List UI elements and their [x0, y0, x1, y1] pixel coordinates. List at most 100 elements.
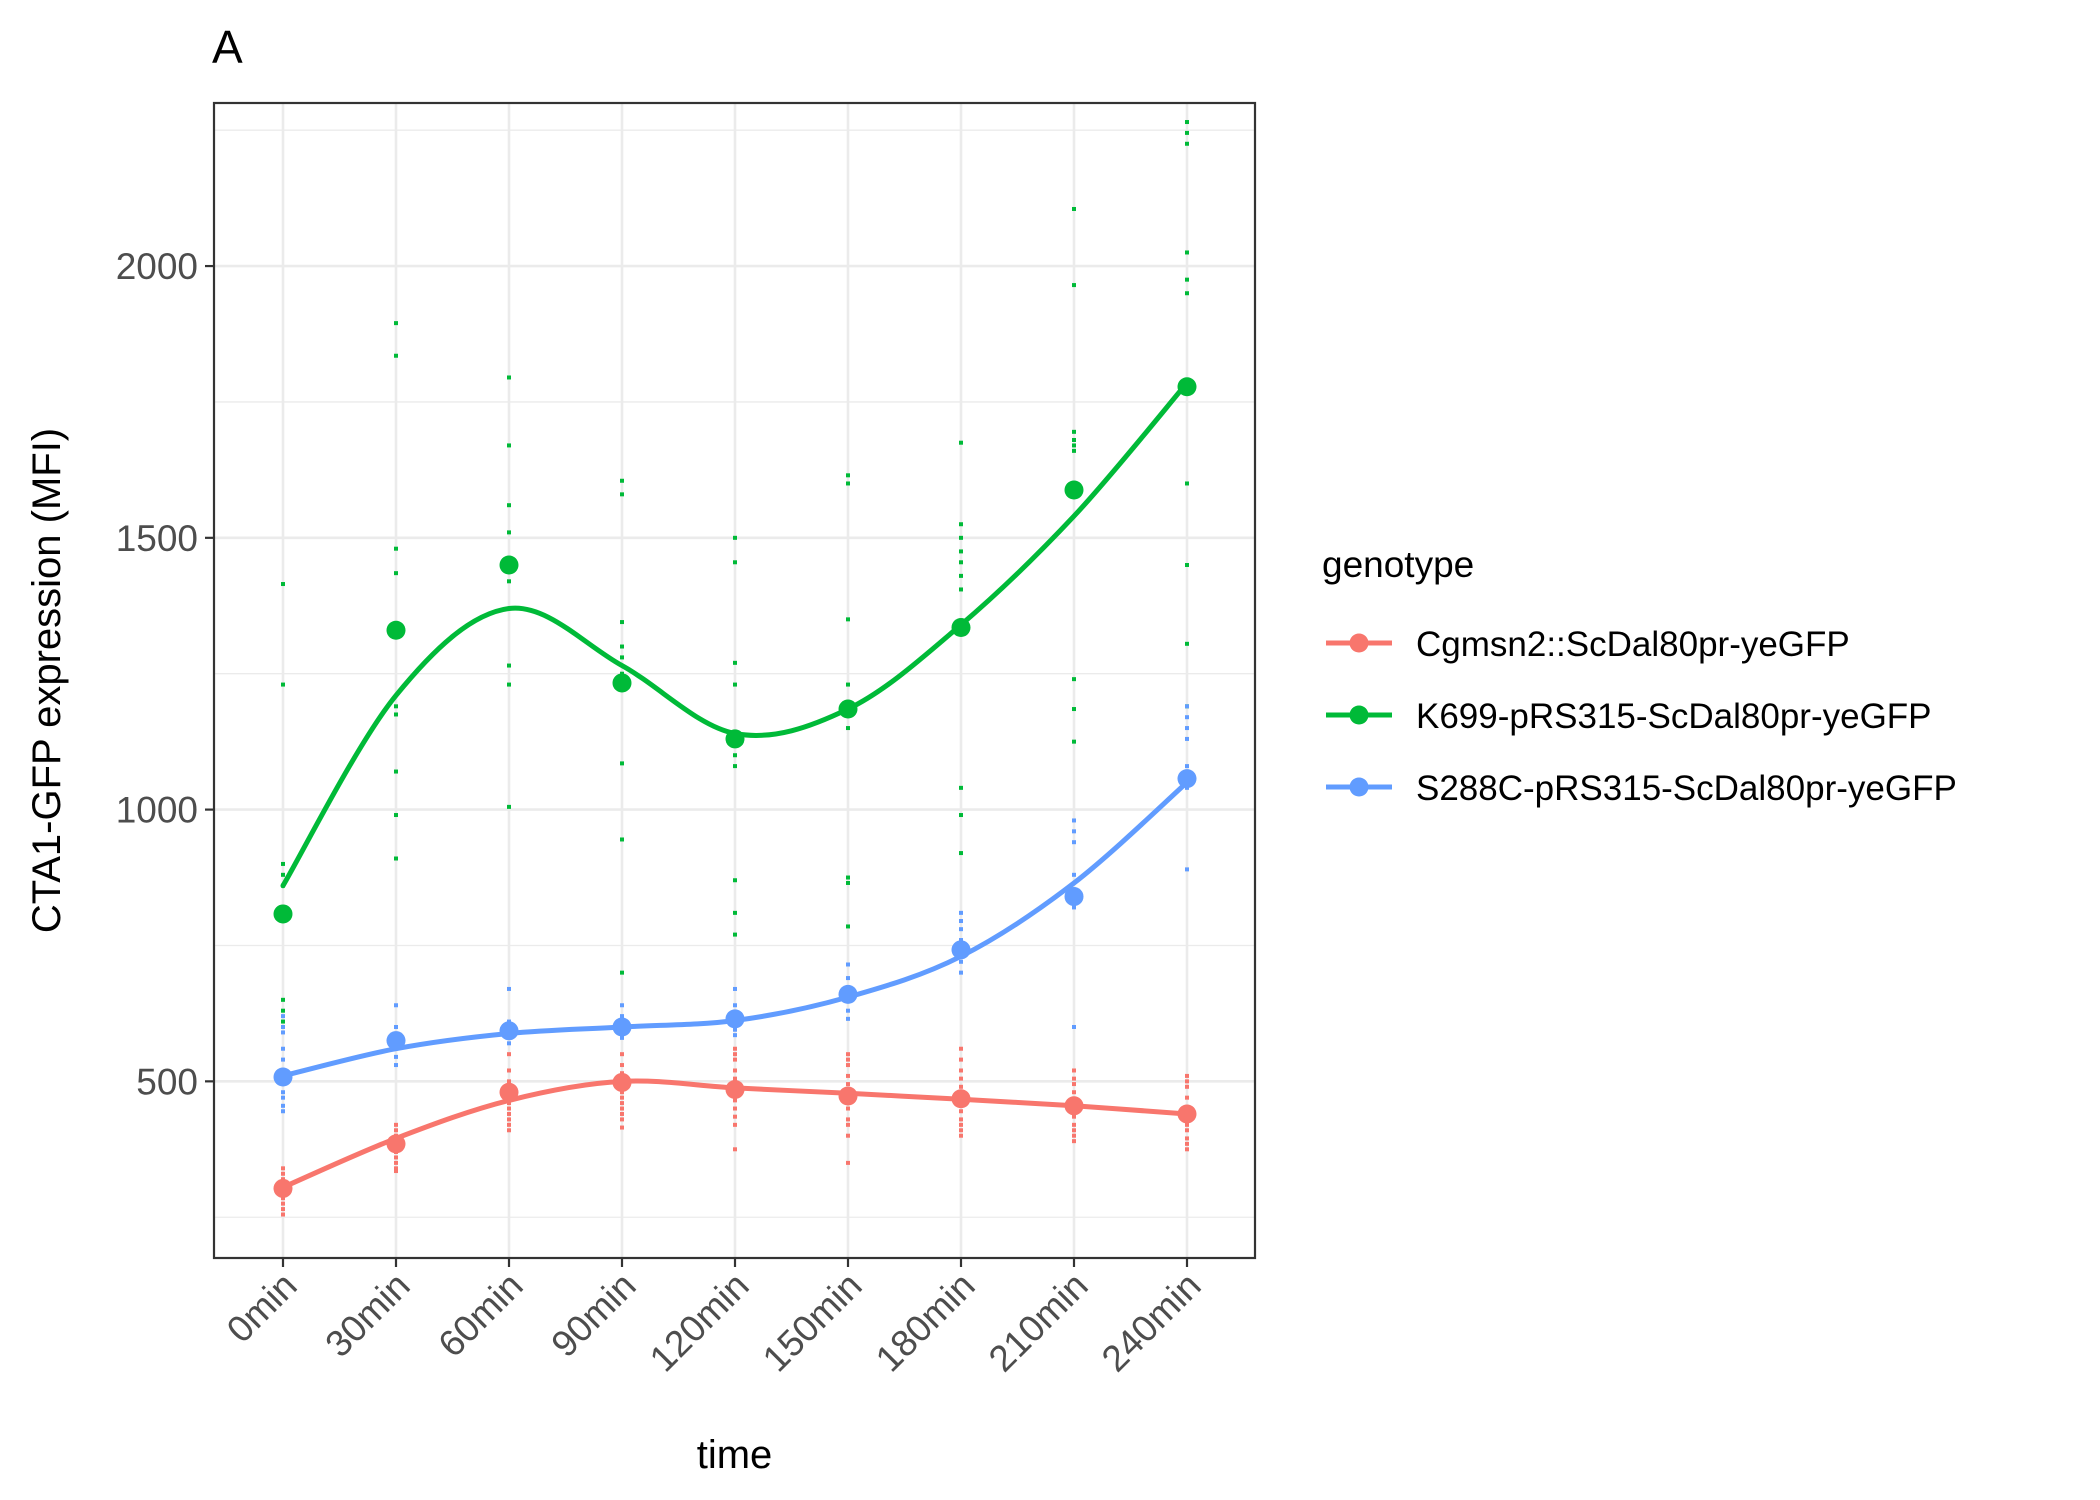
- replicate-point: [507, 1111, 511, 1116]
- mean-point: [612, 673, 632, 693]
- replicate-point: [620, 1035, 624, 1040]
- mean-point: [499, 1082, 519, 1102]
- replicate-point: [959, 851, 963, 856]
- replicate-point: [507, 986, 511, 991]
- replicate-point: [1072, 840, 1076, 845]
- replicate-point: [507, 1122, 511, 1127]
- replicate-point: [620, 1117, 624, 1122]
- y-tick-label: 2000: [116, 246, 198, 287]
- replicate-point: [281, 1008, 285, 1013]
- replicate-point: [959, 522, 963, 527]
- plot-area: [212, 101, 1257, 1260]
- replicate-point: [281, 1207, 285, 1212]
- replicate-point: [620, 1125, 624, 1130]
- replicate-point: [394, 1122, 398, 1127]
- replicate-point: [1185, 736, 1189, 741]
- legend-key-point: [1349, 705, 1369, 725]
- replicate-point: [959, 927, 963, 932]
- replicate-point: [1072, 448, 1076, 453]
- y-axis: 500 1000 1500 2000: [116, 246, 214, 1102]
- replicate-point: [733, 1057, 737, 1062]
- y-axis-title: CTA1-GFP expression (MFI): [25, 428, 69, 933]
- mean-point: [1177, 377, 1197, 397]
- replicate-point: [507, 1117, 511, 1122]
- legend-item: K699-pRS315-ScDal80pr-yeGFP: [1326, 697, 1932, 736]
- replicate-point: [959, 440, 963, 445]
- replicate-point: [846, 880, 850, 885]
- mean-point: [499, 555, 519, 575]
- replicate-point: [1072, 1076, 1076, 1081]
- replicate-point: [1185, 1122, 1189, 1127]
- replicate-point: [394, 1054, 398, 1059]
- replicate-point: [620, 1063, 624, 1068]
- replicate-point: [846, 875, 850, 880]
- replicate-point: [507, 1068, 511, 1073]
- replicate-point: [846, 481, 850, 486]
- replicate-point: [281, 1166, 285, 1171]
- replicate-point: [281, 1046, 285, 1051]
- replicate-point: [1185, 277, 1189, 282]
- replicate-point: [620, 1014, 624, 1019]
- legend-key-point: [1349, 633, 1369, 653]
- mean-point: [612, 1017, 632, 1037]
- replicate-point: [846, 1082, 850, 1087]
- replicate-point: [959, 1117, 963, 1122]
- replicate-point: [846, 1008, 850, 1013]
- replicate-point: [507, 503, 511, 508]
- replicate-point: [1185, 641, 1189, 646]
- replicate-point: [507, 443, 511, 448]
- replicate-point: [959, 573, 963, 578]
- replicate-point: [959, 560, 963, 565]
- mean-point: [1064, 887, 1084, 907]
- replicate-point: [1072, 1068, 1076, 1073]
- x-tick-label: 0min: [219, 1265, 305, 1351]
- replicate-point: [1185, 141, 1189, 146]
- replicate-point: [620, 478, 624, 483]
- replicate-point: [959, 938, 963, 943]
- replicate-point: [1072, 283, 1076, 288]
- mean-point: [1177, 1104, 1197, 1124]
- replicate-point: [959, 910, 963, 915]
- replicate-point: [281, 1014, 285, 1019]
- replicate-point: [1185, 1084, 1189, 1089]
- x-tick-label: 90min: [543, 1265, 643, 1365]
- replicate-point: [733, 753, 737, 758]
- replicate-point: [281, 1057, 285, 1062]
- replicate-point: [1072, 872, 1076, 877]
- legend-label: K699-pRS315-ScDal80pr-yeGFP: [1416, 697, 1932, 736]
- replicate-point: [1072, 1139, 1076, 1144]
- x-tick-label: 240min: [1094, 1265, 1209, 1380]
- replicate-point: [507, 1106, 511, 1111]
- panel-label: A: [212, 21, 243, 73]
- x-axis-title: time: [697, 1433, 773, 1477]
- replicate-point: [1185, 1136, 1189, 1141]
- replicate-point: [1185, 1147, 1189, 1152]
- replicate-point: [394, 1155, 398, 1160]
- replicate-point: [733, 878, 737, 883]
- replicate-point: [394, 353, 398, 358]
- replicate-point: [959, 1122, 963, 1127]
- replicate-point: [507, 1052, 511, 1057]
- replicate-point: [620, 644, 624, 649]
- replicate-point: [620, 1111, 624, 1116]
- mean-point: [951, 618, 971, 638]
- replicate-point: [1185, 1079, 1189, 1084]
- mean-point: [612, 1072, 632, 1092]
- replicate-point: [959, 1109, 963, 1114]
- replicate-point: [507, 375, 511, 380]
- replicate-point: [394, 1025, 398, 1029]
- mean-point: [725, 1009, 745, 1029]
- replicate-point: [733, 764, 737, 769]
- replicate-point: [733, 910, 737, 915]
- replicate-point: [507, 663, 511, 668]
- replicate-point: [507, 1041, 511, 1046]
- replicate-point: [733, 1098, 737, 1103]
- legend-item: S288C-pRS315-ScDal80pr-yeGFP: [1326, 769, 1957, 808]
- replicate-point: [959, 959, 963, 964]
- replicate-point: [620, 620, 624, 625]
- replicate-point: [846, 976, 850, 981]
- replicate-point: [281, 1019, 285, 1024]
- replicate-point: [959, 535, 963, 540]
- replicate-point: [733, 932, 737, 937]
